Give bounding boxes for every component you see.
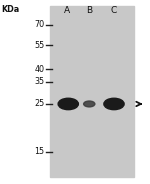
Text: 40: 40 [34, 65, 44, 73]
Text: A: A [64, 6, 70, 15]
Ellipse shape [84, 101, 95, 107]
Text: 55: 55 [34, 41, 44, 49]
Text: 35: 35 [34, 77, 44, 86]
Text: 70: 70 [34, 20, 44, 29]
Text: B: B [86, 6, 92, 15]
Text: 25: 25 [34, 100, 44, 108]
Text: KDa: KDa [2, 5, 20, 14]
Ellipse shape [104, 98, 124, 110]
Text: 15: 15 [34, 147, 44, 156]
Bar [50, 6, 134, 177]
Ellipse shape [58, 98, 78, 110]
Text: C: C [111, 6, 117, 15]
